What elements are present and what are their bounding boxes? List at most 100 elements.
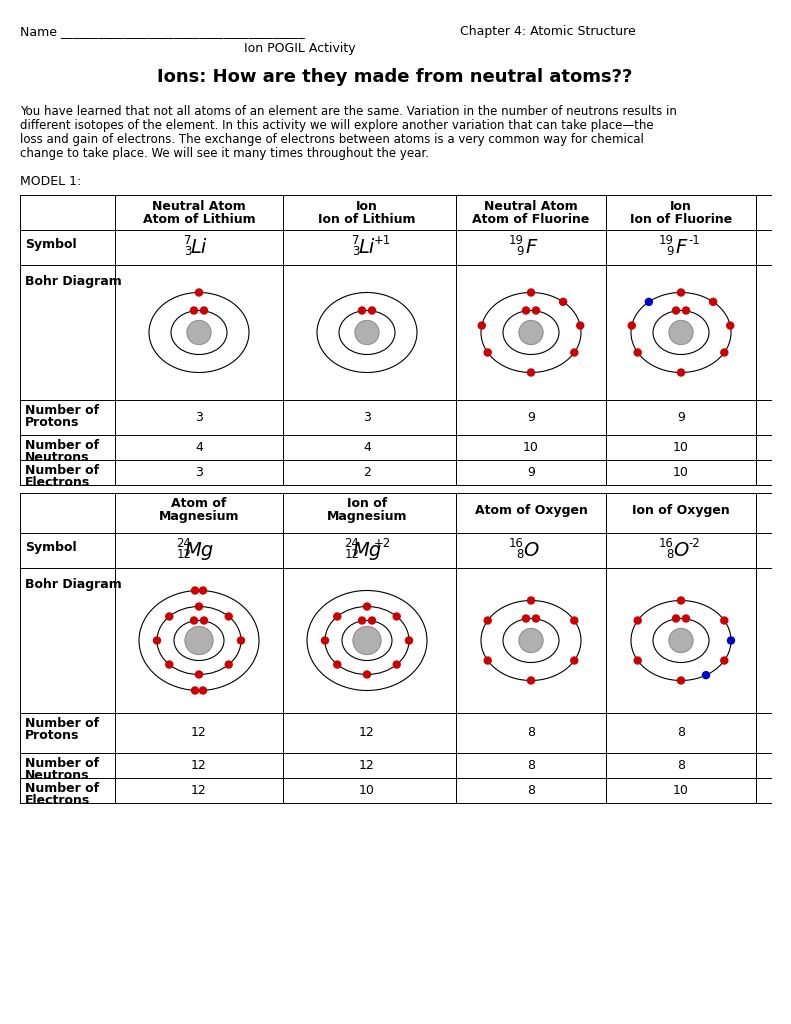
Text: 8: 8	[527, 784, 535, 797]
Circle shape	[678, 597, 684, 604]
Circle shape	[353, 627, 381, 654]
Text: 9: 9	[666, 245, 673, 258]
Circle shape	[484, 349, 491, 356]
Circle shape	[185, 627, 213, 654]
Circle shape	[721, 617, 728, 624]
Circle shape	[191, 687, 199, 694]
Text: Protons: Protons	[25, 416, 79, 429]
Circle shape	[678, 369, 684, 376]
Circle shape	[200, 617, 207, 624]
Circle shape	[672, 615, 679, 622]
Text: O: O	[673, 541, 689, 560]
Circle shape	[727, 323, 734, 329]
Circle shape	[669, 321, 693, 344]
Text: 12: 12	[344, 548, 359, 561]
Circle shape	[479, 323, 485, 329]
Text: Neutral Atom: Neutral Atom	[152, 200, 246, 213]
Text: 8: 8	[516, 548, 524, 561]
Text: 10: 10	[673, 441, 689, 454]
Text: Number of: Number of	[25, 464, 99, 477]
Text: Ions: How are they made from neutral atoms??: Ions: How are they made from neutral ato…	[157, 68, 633, 86]
Text: Ion of: Ion of	[347, 497, 387, 510]
Text: Mg: Mg	[352, 541, 381, 560]
Circle shape	[369, 617, 376, 624]
Text: Name _______________________________________: Name ___________________________________…	[20, 25, 305, 38]
Text: different isotopes of the element. In this activity we will explore another vari: different isotopes of the element. In th…	[20, 119, 653, 132]
Circle shape	[191, 617, 198, 624]
Text: 12: 12	[176, 548, 191, 561]
Text: 19: 19	[509, 234, 524, 247]
Text: 8: 8	[527, 726, 535, 739]
Text: Atom of Fluorine: Atom of Fluorine	[472, 213, 589, 226]
Text: Atom of Oxygen: Atom of Oxygen	[475, 504, 588, 517]
Text: 10: 10	[359, 784, 375, 797]
Text: 3: 3	[195, 466, 203, 479]
Text: 12: 12	[191, 759, 207, 772]
Text: Neutrons: Neutrons	[25, 451, 89, 464]
Circle shape	[334, 662, 341, 668]
Circle shape	[519, 629, 543, 652]
Circle shape	[191, 307, 198, 314]
Text: Electrons: Electrons	[25, 476, 90, 489]
Text: 24: 24	[176, 537, 191, 550]
Circle shape	[672, 307, 679, 314]
Circle shape	[364, 603, 370, 610]
Text: 9: 9	[677, 411, 685, 424]
Text: -1: -1	[688, 234, 700, 247]
Text: 4: 4	[363, 441, 371, 454]
Circle shape	[634, 349, 642, 356]
Text: 9: 9	[516, 245, 524, 258]
Text: 9: 9	[527, 411, 535, 424]
Text: 12: 12	[191, 784, 207, 797]
Text: Ion of Oxygen: Ion of Oxygen	[632, 504, 730, 517]
Circle shape	[355, 321, 379, 344]
Text: Number of: Number of	[25, 757, 99, 770]
Text: Protons: Protons	[25, 729, 79, 742]
Circle shape	[523, 307, 529, 314]
Circle shape	[532, 307, 539, 314]
Text: 12: 12	[359, 759, 375, 772]
Circle shape	[199, 587, 206, 594]
Circle shape	[484, 617, 491, 624]
Circle shape	[225, 662, 233, 668]
Text: 19: 19	[658, 234, 673, 247]
Circle shape	[166, 662, 172, 668]
Circle shape	[571, 617, 577, 624]
Circle shape	[195, 289, 202, 296]
Circle shape	[702, 672, 710, 679]
Text: -2: -2	[688, 537, 699, 550]
Circle shape	[528, 369, 535, 376]
Text: 7: 7	[184, 234, 191, 247]
Text: Electrons: Electrons	[25, 794, 90, 807]
Circle shape	[528, 597, 535, 604]
Circle shape	[187, 321, 211, 344]
Circle shape	[560, 298, 566, 305]
Circle shape	[484, 657, 491, 664]
Text: 8: 8	[677, 759, 685, 772]
Circle shape	[678, 677, 684, 684]
Text: Symbol: Symbol	[25, 541, 77, 554]
Text: Ion: Ion	[356, 200, 378, 213]
Circle shape	[166, 613, 172, 620]
Text: Bohr Diagram: Bohr Diagram	[25, 275, 122, 288]
Circle shape	[321, 637, 328, 644]
Circle shape	[199, 687, 206, 694]
Circle shape	[200, 307, 207, 314]
Text: 10: 10	[673, 466, 689, 479]
Circle shape	[721, 657, 728, 664]
Text: 3: 3	[363, 411, 371, 424]
Text: Ion POGIL Activity: Ion POGIL Activity	[244, 42, 356, 55]
Circle shape	[728, 637, 735, 644]
Circle shape	[364, 671, 370, 678]
Text: 12: 12	[191, 726, 207, 739]
Text: F: F	[676, 238, 687, 257]
Text: Symbol: Symbol	[25, 238, 77, 251]
Circle shape	[528, 677, 535, 684]
Circle shape	[645, 298, 653, 305]
Circle shape	[678, 289, 684, 296]
Text: O: O	[524, 541, 539, 560]
Circle shape	[191, 587, 199, 594]
Circle shape	[406, 637, 412, 644]
Text: 3: 3	[195, 411, 203, 424]
Text: You have learned that not all atoms of an element are the same. Variation in the: You have learned that not all atoms of a…	[20, 105, 677, 118]
